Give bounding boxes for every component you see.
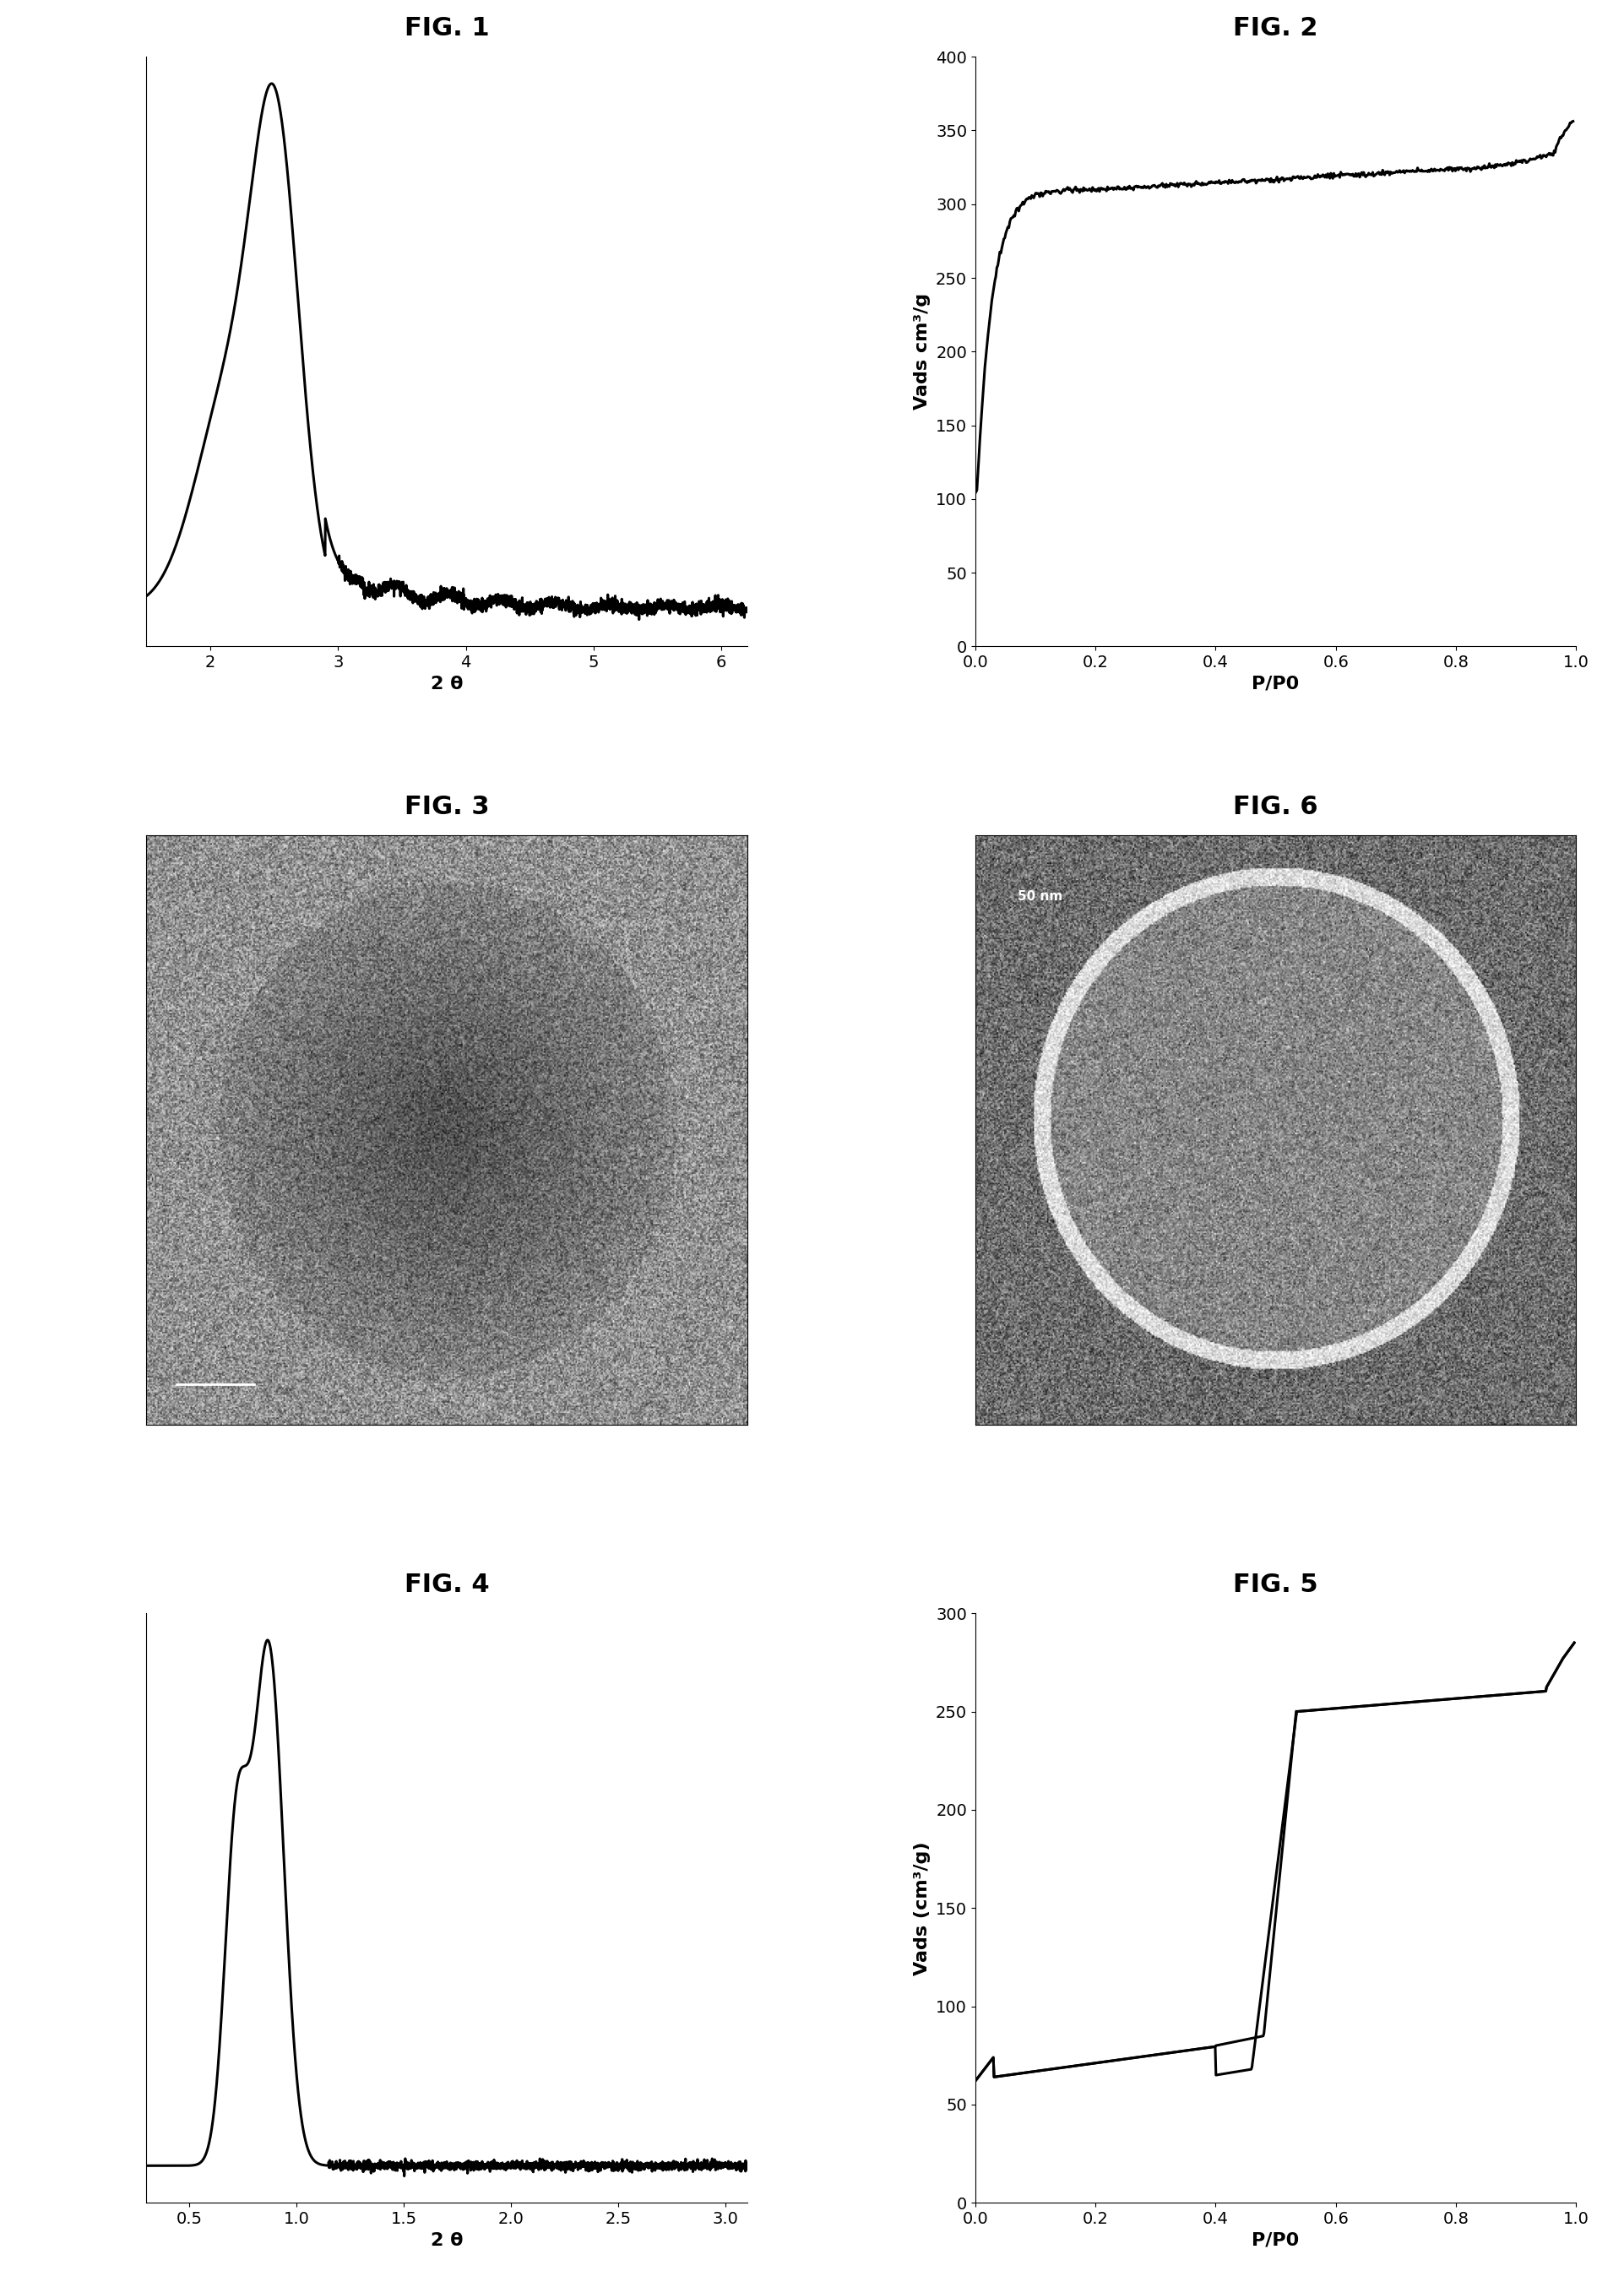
X-axis label: 2 θ: 2 θ	[430, 2232, 463, 2248]
Title: FIG. 5: FIG. 5	[1233, 1574, 1317, 1597]
X-axis label: P/P0: P/P0	[1252, 2232, 1299, 2248]
Title: FIG. 4: FIG. 4	[404, 1574, 489, 1597]
Title: FIG. 6: FIG. 6	[1233, 795, 1317, 820]
Y-axis label: Vads cm³/g: Vads cm³/g	[914, 293, 931, 409]
Title: FIG. 1: FIG. 1	[404, 16, 489, 41]
X-axis label: 2 θ: 2 θ	[430, 674, 463, 693]
Y-axis label: Vads (cm³/g): Vads (cm³/g)	[914, 1842, 931, 1976]
Title: FIG. 2: FIG. 2	[1233, 16, 1317, 41]
X-axis label: P/P0: P/P0	[1252, 674, 1299, 693]
Text: 50 nm: 50 nm	[1017, 890, 1062, 902]
Title: FIG. 3: FIG. 3	[404, 795, 489, 820]
